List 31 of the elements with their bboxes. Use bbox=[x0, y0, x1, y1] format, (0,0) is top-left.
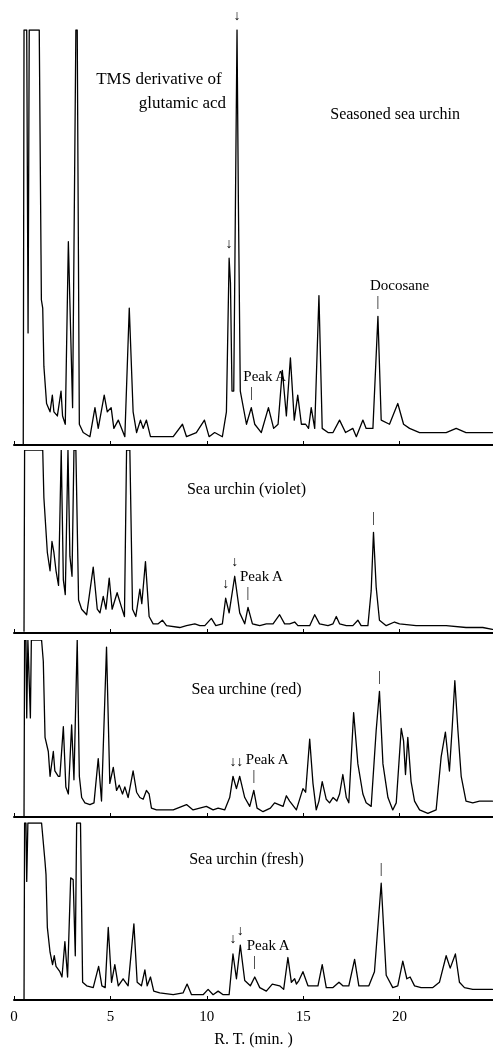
annotation: ↓ bbox=[225, 235, 233, 251]
annotation: ↓ bbox=[236, 753, 244, 769]
annotation: ↓ bbox=[222, 575, 230, 591]
annotation: Docosane bbox=[369, 276, 430, 293]
annotation: Peak A bbox=[245, 750, 289, 767]
annotation: ↓ bbox=[231, 553, 239, 569]
annotation: TMS derivative of glutamic acd bbox=[96, 68, 227, 112]
annotation: Peak A bbox=[246, 937, 290, 954]
annotation: | bbox=[253, 954, 257, 970]
annotation: ↓ bbox=[229, 753, 237, 769]
x-tick-label: 15 bbox=[295, 1007, 311, 1024]
annotation: | bbox=[379, 860, 383, 876]
x-tick-label: 10 bbox=[199, 1007, 215, 1024]
annotation: | bbox=[246, 584, 250, 600]
text: Sea urchin (violet) bbox=[186, 479, 307, 498]
annotation: | bbox=[378, 668, 381, 684]
annotation: | bbox=[252, 767, 256, 783]
x-axis-title: R. T. (min. ) bbox=[214, 1029, 293, 1048]
annotation: | bbox=[249, 385, 253, 401]
annotation: ↓ bbox=[233, 7, 241, 23]
annotation: Peak A bbox=[240, 567, 284, 584]
text: Sea urchin (fresh) bbox=[189, 849, 304, 868]
annotation: ↓ bbox=[236, 922, 244, 938]
annotation: | bbox=[372, 509, 375, 525]
x-tick-label: 20 bbox=[392, 1007, 408, 1024]
text: Seasoned sea urchin bbox=[330, 104, 460, 122]
annotation: | bbox=[376, 293, 380, 309]
x-tick-label: 5 bbox=[106, 1007, 115, 1024]
x-tick-label: 0 bbox=[10, 1007, 18, 1024]
annotation: ↓ bbox=[229, 931, 237, 947]
text: Sea urchine (red) bbox=[191, 679, 302, 698]
